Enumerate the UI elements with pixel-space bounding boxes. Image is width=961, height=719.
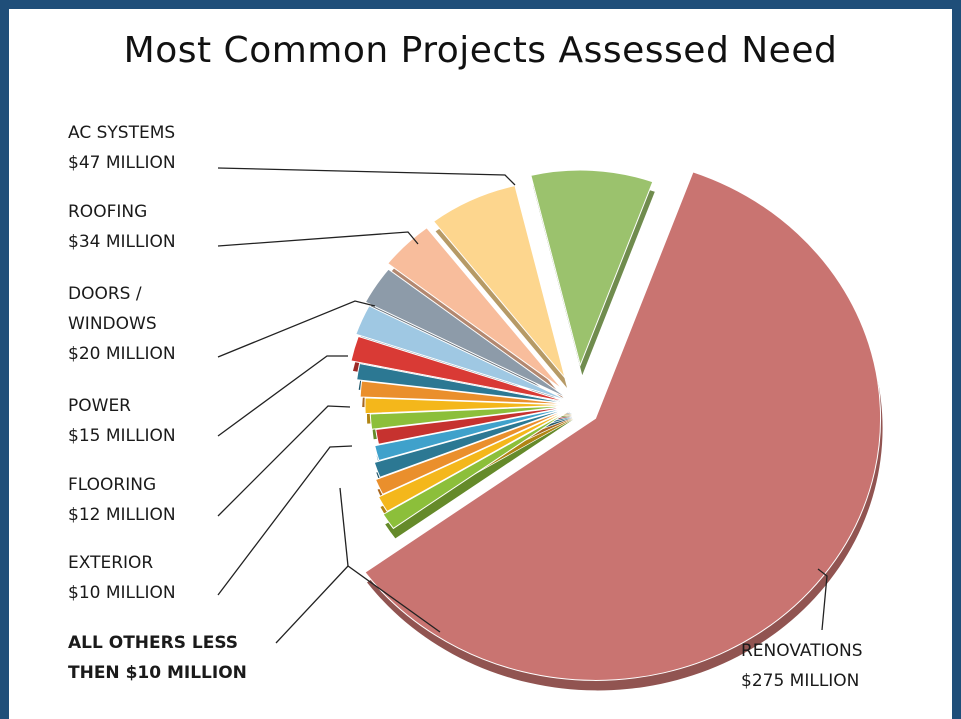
label-power-name: POWER — [68, 396, 131, 416]
label-all-others-line2: THEN $10 MILLION — [68, 663, 247, 683]
leader-bracket-left — [339, 487, 349, 567]
slice-roofing — [432, 184, 566, 379]
slice-others-3 — [374, 407, 571, 495]
label-flooring: FLOORING $12 MILLION — [68, 470, 176, 530]
slice-renovations — [364, 171, 882, 681]
label-exterior: EXTERIOR $10 MILLION — [68, 548, 176, 608]
label-renovations-value: $275 MILLION — [741, 671, 860, 691]
slice-doors-windows — [386, 227, 563, 390]
label-all-others: ALL OTHERS LESS THEN $10 MILLION — [68, 628, 247, 688]
label-power-value: $15 MILLION — [68, 426, 176, 446]
chart-title: Most Common Projects Assessed Need — [123, 30, 838, 71]
leader-doors-windows — [217, 300, 376, 358]
label-doors-windows: DOORS / WINDOWS $20 MILLION — [68, 279, 176, 369]
label-ac-systems: AC SYSTEMS $47 MILLION — [68, 118, 176, 178]
slice-others-10 — [356, 362, 571, 405]
slice-others-8 — [364, 397, 571, 415]
label-all-others-line1: ALL OTHERS LESS — [68, 633, 239, 653]
slice-others-7 — [369, 405, 571, 430]
slice-exterior — [350, 335, 569, 403]
label-roofing-value: $34 MILLION — [68, 232, 176, 252]
slice-others-1-side — [385, 419, 574, 539]
label-flooring-name: FLOORING — [68, 475, 157, 495]
leader-power — [217, 355, 348, 437]
slice-flooring — [355, 305, 570, 402]
label-doors-windows-name: DOORS / — [68, 284, 142, 304]
label-roofing: ROOFING $34 MILLION — [68, 197, 176, 257]
label-ac-systems-name: AC SYSTEMS — [68, 123, 176, 143]
label-doors-windows-value: $20 MILLION — [68, 344, 176, 364]
label-renovations: RENOVATIONS $275 MILLION — [741, 636, 863, 696]
leader-exterior — [217, 445, 353, 596]
label-renovations-name: RENOVATIONS — [741, 641, 863, 661]
slice-power — [364, 268, 569, 399]
slice-others-6 — [375, 405, 571, 445]
label-exterior-name: EXTERIOR — [68, 553, 154, 573]
leader-renovations — [817, 568, 828, 631]
slice-ac-systems — [530, 169, 654, 367]
slice-others-9 — [359, 380, 571, 405]
slice-others-5 — [374, 406, 571, 462]
label-ac-systems-value: $47 MILLION — [68, 153, 176, 173]
label-exterior-value: $10 MILLION — [68, 583, 176, 603]
label-doors-windows-name2: WINDOWS — [68, 314, 157, 334]
leader-roofing — [217, 231, 419, 247]
slice-others-4 — [373, 407, 571, 478]
leader-ac-systems — [217, 167, 516, 186]
leader-flooring — [217, 405, 351, 517]
label-power: POWER $15 MILLION — [68, 391, 176, 451]
slice-others-2 — [377, 408, 572, 513]
slice-others-1 — [382, 408, 572, 530]
label-flooring-value: $12 MILLION — [68, 505, 176, 525]
label-roofing-name: ROOFING — [68, 202, 148, 222]
